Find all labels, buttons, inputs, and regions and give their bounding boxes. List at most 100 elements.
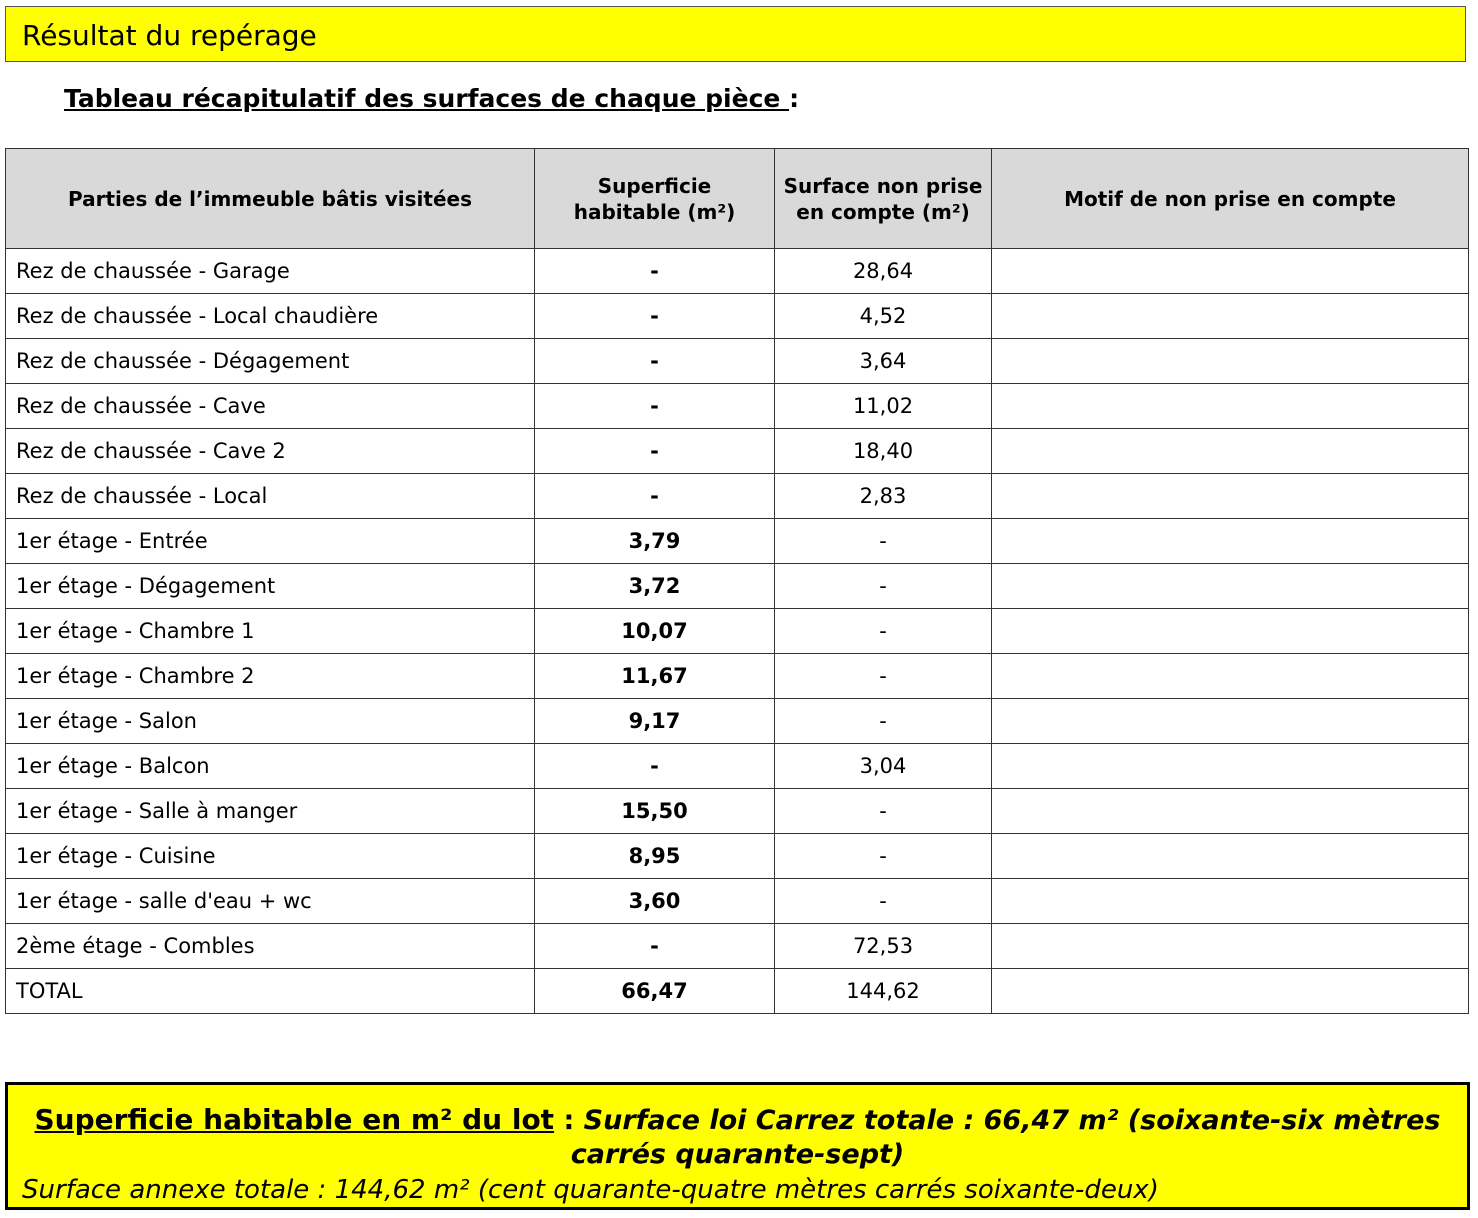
cell-motif [991,833,1469,879]
summary-carrez: Superficie habitable en m² du lot : Surf… [8,1103,1467,1172]
surfaces-table: Parties de l’immeuble bâtis visitées Sup… [5,148,1469,1014]
cell-surface-non: 144,62 [774,968,992,1014]
table-row: 1er étage - salle d'eau + wc 3,60- [5,878,1469,924]
table-row: 1er étage - Salon 9,17- [5,698,1469,744]
cell-motif [991,878,1469,924]
cell-superficie: - [534,743,775,789]
table-row: Rez de chaussée - Local -2,83 [5,473,1469,519]
cell-partie: 1er étage - Balcon [5,743,535,789]
cell-superficie: 3,72 [534,563,775,609]
section-title: Résultat du repérage [22,19,317,52]
cell-motif [991,653,1469,699]
cell-surface-non: - [774,878,992,924]
cell-partie: 1er étage - Cuisine [5,833,535,879]
col-header-motif: Motif de non prise en compte [991,148,1469,249]
table-row: 1er étage - Balcon -3,04 [5,743,1469,789]
cell-partie: 1er étage - Dégagement [5,563,535,609]
cell-motif [991,473,1469,519]
table-title: Tableau récapitulatif des surfaces de ch… [64,84,799,113]
table-row: 1er étage - Chambre 1 10,07- [5,608,1469,654]
table-title-colon: : [789,84,800,113]
cell-superficie: - [534,473,775,519]
cell-motif [991,518,1469,564]
cell-motif [991,293,1469,339]
table-row: Rez de chaussée - Local chaudière -4,52 [5,293,1469,339]
cell-surface-non: 3,04 [774,743,992,789]
cell-surface-non: 18,40 [774,428,992,474]
table-title-text: Tableau récapitulatif des surfaces de ch… [64,84,790,113]
table-row: Rez de chaussée - Dégagement -3,64 [5,338,1469,384]
cell-motif [991,428,1469,474]
cell-superficie: - [534,428,775,474]
summary-carrez-value: Surface loi Carrez totale : 66,47 m² (so… [570,1105,1441,1170]
cell-partie: 1er étage - salle d'eau + wc [5,878,535,924]
cell-superficie: - [534,248,775,294]
section-banner: Résultat du repérage [5,6,1466,62]
cell-partie: 1er étage - Salon [5,698,535,744]
cell-partie: Rez de chaussée - Local [5,473,535,519]
cell-surface-non: 28,64 [774,248,992,294]
cell-surface-non: - [774,653,992,699]
table-row: 1er étage - Chambre 2 11,67- [5,653,1469,699]
table-row: 2ème étage - Combles -72,53 [5,923,1469,969]
col-header-parties: Parties de l’immeuble bâtis visitées [5,148,535,249]
col-header-surface-non: Surface non prise en compte (m²) [774,148,992,249]
cell-motif [991,608,1469,654]
header-row: Parties de l’immeuble bâtis visitées Sup… [5,148,1469,249]
cell-partie: 1er étage - Salle à manger [5,788,535,834]
cell-surface-non: - [774,698,992,744]
cell-motif [991,338,1469,384]
summary-separator: : [554,1105,584,1136]
cell-superficie: 11,67 [534,653,775,699]
cell-motif [991,698,1469,744]
summary-annexe: Surface annexe totale : 144,62 m² (cent … [22,1175,1159,1205]
cell-partie: Rez de chaussée - Cave [5,383,535,429]
table-row: 1er étage - Entrée 3,79- [5,518,1469,564]
table-row: 1er étage - Salle à manger 15,50- [5,788,1469,834]
cell-motif [991,788,1469,834]
cell-superficie: 3,60 [534,878,775,924]
cell-superficie: - [534,923,775,969]
cell-surface-non: - [774,833,992,879]
cell-surface-non: - [774,608,992,654]
cell-superficie: 9,17 [534,698,775,744]
cell-partie: 1er étage - Entrée [5,518,535,564]
summary-box: Superficie habitable en m² du lot : Surf… [5,1082,1470,1210]
cell-superficie: 8,95 [534,833,775,879]
table-row: 1er étage - Dégagement 3,72- [5,563,1469,609]
table-row: 1er étage - Cuisine 8,95- [5,833,1469,879]
table-row: Rez de chaussée - Cave 2-18,40 [5,428,1469,474]
cell-partie: Rez de chaussée - Cave 2 [5,428,535,474]
cell-surface-non: - [774,563,992,609]
table-row: Rez de chaussée - Garage -28,64 [5,248,1469,294]
cell-superficie: - [534,338,775,384]
cell-surface-non: 2,83 [774,473,992,519]
cell-partie: 2ème étage - Combles [5,923,535,969]
cell-surface-non: 11,02 [774,383,992,429]
cell-superficie: - [534,383,775,429]
table-row: TOTAL 66,47 144,62 [5,968,1469,1014]
cell-motif [991,563,1469,609]
table-row: Rez de chaussée - Cave -11,02 [5,383,1469,429]
cell-surface-non: 72,53 [774,923,992,969]
cell-partie: Rez de chaussée - Garage [5,248,535,294]
summary-label: Superficie habitable en m² du lot [34,1103,555,1136]
cell-motif [991,968,1469,1014]
cell-superficie: - [534,293,775,339]
cell-superficie: 10,07 [534,608,775,654]
cell-surface-non: - [774,518,992,564]
cell-partie: 1er étage - Chambre 1 [5,608,535,654]
cell-surface-non: 4,52 [774,293,992,339]
cell-partie: Rez de chaussée - Dégagement [5,338,535,384]
cell-superficie: 3,79 [534,518,775,564]
cell-motif [991,248,1469,294]
cell-partie: 1er étage - Chambre 2 [5,653,535,699]
cell-motif [991,743,1469,789]
cell-motif [991,383,1469,429]
cell-superficie: 15,50 [534,788,775,834]
cell-surface-non: - [774,788,992,834]
cell-surface-non: 3,64 [774,338,992,384]
cell-partie: TOTAL [5,968,535,1014]
cell-motif [991,923,1469,969]
cell-partie: Rez de chaussée - Local chaudière [5,293,535,339]
